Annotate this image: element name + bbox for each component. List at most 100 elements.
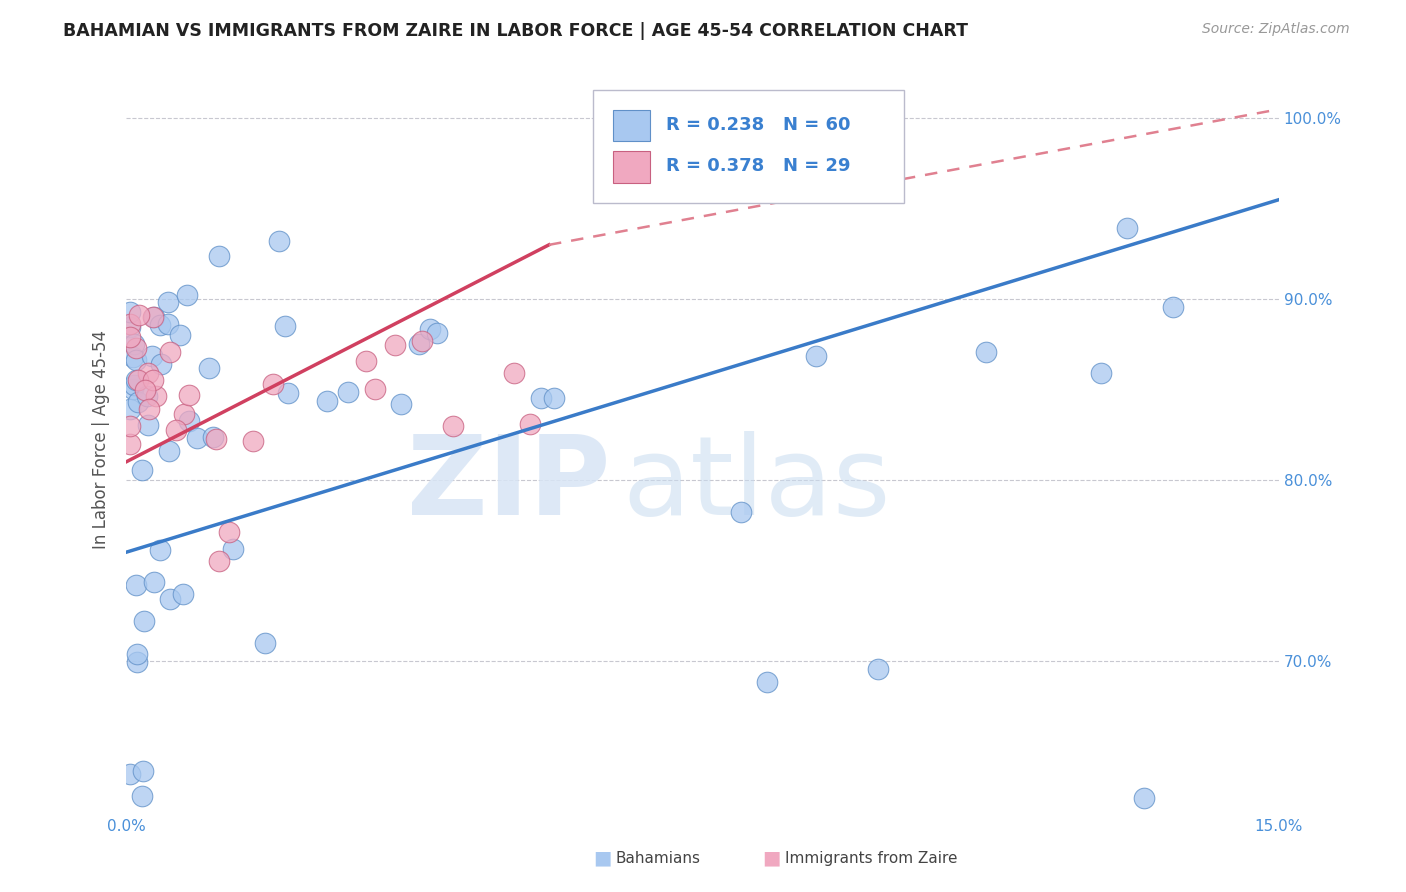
Point	[208, 249, 231, 263]
Point	[197, 360, 219, 375]
Point	[159, 345, 181, 359]
Point	[364, 382, 387, 396]
Point	[120, 320, 142, 334]
Point	[125, 656, 148, 670]
Point	[159, 591, 181, 606]
Text: Source: ZipAtlas.com: Source: ZipAtlas.com	[1202, 22, 1350, 37]
Point	[218, 524, 240, 539]
Point	[173, 408, 195, 422]
Point	[503, 366, 526, 380]
Point	[1090, 366, 1112, 380]
Point	[132, 614, 155, 628]
Point	[120, 402, 142, 417]
Point	[134, 383, 156, 397]
Point	[149, 542, 172, 557]
Point	[384, 338, 406, 352]
Point	[120, 330, 142, 344]
Point	[169, 328, 191, 343]
Point	[254, 636, 277, 650]
Point	[120, 436, 142, 450]
Point	[186, 431, 208, 445]
Point	[165, 423, 187, 437]
Point	[262, 377, 284, 392]
Point	[125, 373, 148, 387]
Point	[389, 397, 412, 411]
Point	[120, 317, 142, 331]
Point	[530, 392, 553, 406]
Point	[120, 304, 142, 318]
Point	[172, 587, 194, 601]
Point	[242, 434, 264, 448]
Point	[426, 326, 449, 340]
Point	[149, 357, 172, 371]
Point	[127, 395, 149, 409]
Point	[519, 417, 541, 431]
Point	[730, 505, 752, 519]
Point	[543, 391, 565, 405]
Point	[136, 418, 159, 433]
Point	[408, 336, 430, 351]
Point	[1116, 221, 1139, 235]
Text: Immigrants from Zaire: Immigrants from Zaire	[785, 852, 957, 866]
Point	[205, 432, 228, 446]
Point	[179, 414, 201, 428]
Point	[122, 336, 145, 351]
Point	[128, 309, 150, 323]
Point	[141, 349, 163, 363]
Text: BAHAMIAN VS IMMIGRANTS FROM ZAIRE IN LABOR FORCE | AGE 45-54 CORRELATION CHART: BAHAMIAN VS IMMIGRANTS FROM ZAIRE IN LAB…	[63, 22, 969, 40]
Point	[121, 350, 143, 364]
Point	[120, 418, 142, 433]
Point	[274, 319, 297, 334]
Point	[177, 388, 200, 402]
Point	[124, 352, 146, 367]
Point	[149, 318, 172, 332]
Point	[157, 295, 180, 310]
Y-axis label: In Labor Force | Age 45-54: In Labor Force | Age 45-54	[93, 330, 110, 549]
Point	[142, 373, 165, 387]
Point	[138, 401, 160, 416]
Point	[157, 444, 180, 458]
Point	[315, 394, 337, 409]
Text: ■: ■	[762, 848, 780, 867]
FancyBboxPatch shape	[593, 90, 904, 202]
Text: Bahamians: Bahamians	[616, 852, 700, 866]
Point	[131, 789, 153, 804]
Point	[354, 353, 377, 368]
Point	[221, 541, 243, 556]
Point	[208, 554, 231, 568]
Point	[142, 575, 165, 590]
FancyBboxPatch shape	[613, 151, 650, 183]
Point	[127, 647, 149, 661]
Text: R = 0.238   N = 60: R = 0.238 N = 60	[665, 116, 851, 134]
Point	[419, 322, 441, 336]
Point	[143, 310, 166, 325]
Point	[441, 419, 464, 434]
Point	[866, 662, 889, 676]
Point	[411, 334, 433, 348]
Point	[804, 350, 827, 364]
Text: atlas: atlas	[621, 431, 890, 538]
Point	[132, 764, 155, 778]
Point	[142, 310, 165, 324]
Point	[124, 578, 146, 592]
Point	[120, 767, 142, 781]
Point	[267, 234, 290, 248]
Point	[336, 385, 359, 400]
Point	[201, 430, 224, 444]
Point	[755, 674, 778, 689]
Point	[277, 386, 299, 401]
Point	[1133, 791, 1156, 805]
Point	[145, 389, 167, 403]
Point	[974, 345, 997, 359]
Point	[136, 388, 159, 402]
Point	[122, 382, 145, 396]
Point	[124, 341, 146, 355]
FancyBboxPatch shape	[613, 110, 650, 141]
Point	[1161, 300, 1184, 314]
Text: R = 0.378   N = 29: R = 0.378 N = 29	[665, 157, 851, 175]
Text: ■: ■	[593, 848, 612, 867]
Point	[156, 317, 179, 331]
Point	[122, 378, 145, 392]
Point	[127, 373, 149, 387]
Point	[131, 463, 153, 477]
